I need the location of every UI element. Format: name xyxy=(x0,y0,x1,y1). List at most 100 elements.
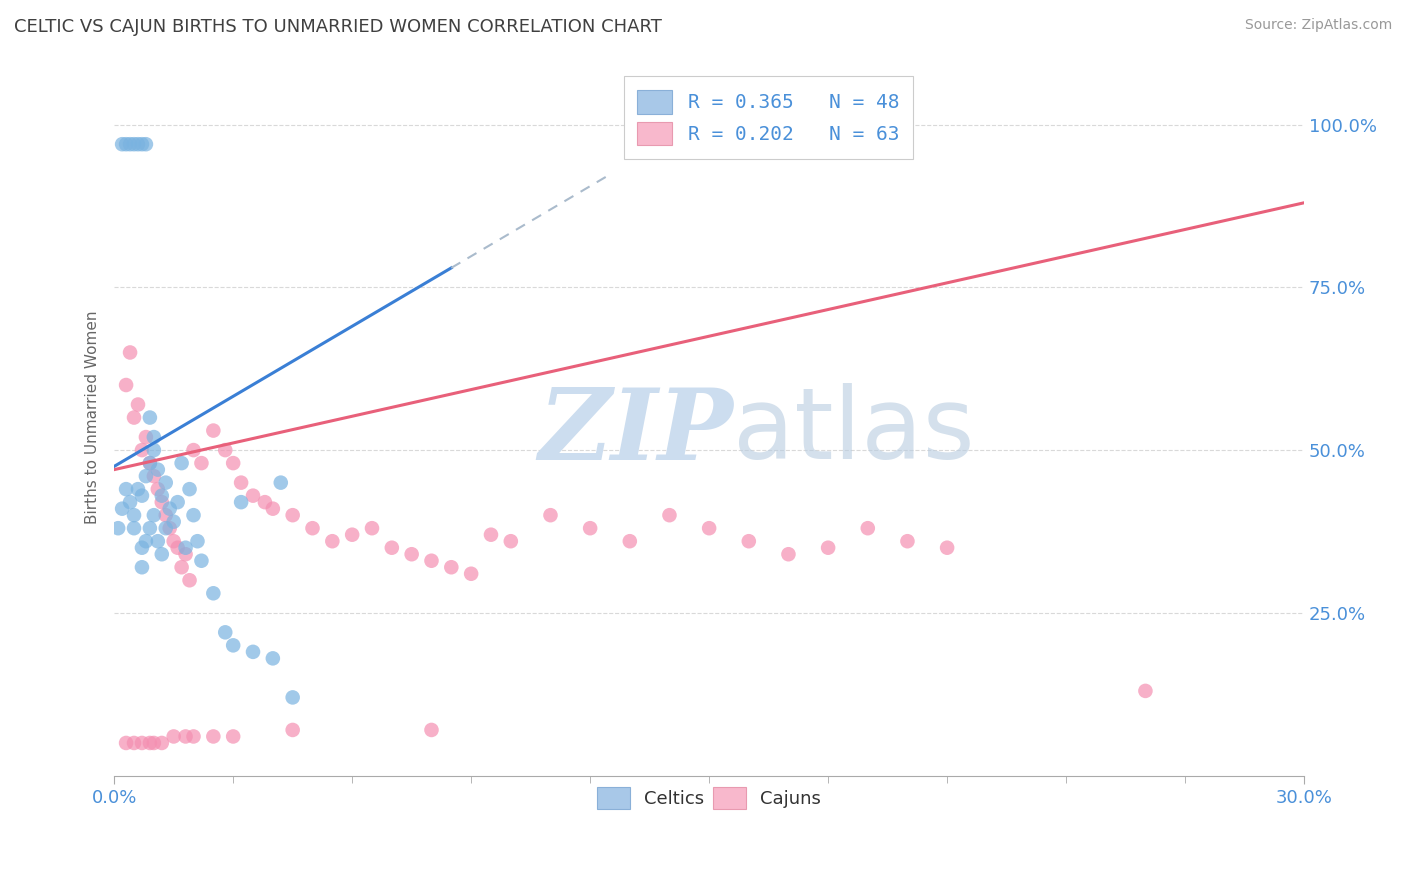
Point xyxy=(174,547,197,561)
Point xyxy=(222,638,245,652)
Point xyxy=(420,723,443,737)
Point xyxy=(139,456,162,470)
Point xyxy=(131,443,153,458)
Point xyxy=(242,489,264,503)
Point xyxy=(115,736,138,750)
Point xyxy=(253,495,276,509)
Point xyxy=(856,521,879,535)
Point xyxy=(127,482,149,496)
Point xyxy=(142,443,165,458)
Point xyxy=(131,489,153,503)
Point xyxy=(118,345,141,359)
Point xyxy=(540,508,562,523)
Point xyxy=(420,554,443,568)
Point xyxy=(142,508,165,523)
Point xyxy=(301,521,323,535)
Point xyxy=(135,137,157,152)
Point xyxy=(115,482,138,496)
Point xyxy=(139,410,162,425)
Point xyxy=(142,430,165,444)
Point xyxy=(111,501,134,516)
Point xyxy=(460,566,482,581)
Legend: Celtics, Cajuns: Celtics, Cajuns xyxy=(591,780,828,816)
Point xyxy=(166,541,188,555)
Point xyxy=(131,137,153,152)
Point xyxy=(170,560,193,574)
Point xyxy=(122,410,145,425)
Point xyxy=(150,547,173,561)
Point xyxy=(122,736,145,750)
Point xyxy=(155,475,177,490)
Point xyxy=(183,508,205,523)
Point xyxy=(135,430,157,444)
Point xyxy=(183,730,205,744)
Point xyxy=(131,541,153,555)
Point xyxy=(321,534,343,549)
Point xyxy=(579,521,602,535)
Point xyxy=(440,560,463,574)
Point xyxy=(229,495,252,509)
Point xyxy=(281,723,304,737)
Point xyxy=(202,424,225,438)
Point xyxy=(270,475,292,490)
Point xyxy=(135,469,157,483)
Point xyxy=(214,625,236,640)
Point xyxy=(111,137,134,152)
Point xyxy=(174,730,197,744)
Point xyxy=(127,137,149,152)
Point xyxy=(166,495,188,509)
Point xyxy=(174,541,197,555)
Point xyxy=(658,508,681,523)
Point xyxy=(118,495,141,509)
Point xyxy=(122,508,145,523)
Point xyxy=(262,501,284,516)
Point xyxy=(936,541,959,555)
Point xyxy=(150,736,173,750)
Point xyxy=(190,554,212,568)
Point xyxy=(202,586,225,600)
Point xyxy=(186,534,208,549)
Point xyxy=(131,560,153,574)
Text: atlas: atlas xyxy=(733,384,974,481)
Text: ZIP: ZIP xyxy=(538,384,733,480)
Point xyxy=(139,736,162,750)
Point xyxy=(146,534,169,549)
Point xyxy=(361,521,384,535)
Point xyxy=(479,527,502,541)
Point xyxy=(381,541,404,555)
Point xyxy=(122,137,145,152)
Point xyxy=(697,521,720,535)
Point xyxy=(155,521,177,535)
Point xyxy=(163,515,186,529)
Point xyxy=(262,651,284,665)
Point xyxy=(190,456,212,470)
Y-axis label: Births to Unmarried Women: Births to Unmarried Women xyxy=(86,310,100,524)
Point xyxy=(281,508,304,523)
Text: Source: ZipAtlas.com: Source: ZipAtlas.com xyxy=(1244,18,1392,32)
Point xyxy=(1135,684,1157,698)
Point xyxy=(142,736,165,750)
Point xyxy=(118,137,141,152)
Point xyxy=(738,534,761,549)
Point xyxy=(146,462,169,476)
Point xyxy=(139,521,162,535)
Point xyxy=(242,645,264,659)
Point xyxy=(159,521,181,535)
Point xyxy=(202,730,225,744)
Point xyxy=(499,534,522,549)
Point xyxy=(122,521,145,535)
Point xyxy=(127,398,149,412)
Text: CELTIC VS CAJUN BIRTHS TO UNMARRIED WOMEN CORRELATION CHART: CELTIC VS CAJUN BIRTHS TO UNMARRIED WOME… xyxy=(14,18,662,36)
Point xyxy=(159,501,181,516)
Point xyxy=(222,730,245,744)
Point xyxy=(142,469,165,483)
Point xyxy=(179,482,201,496)
Point xyxy=(619,534,641,549)
Point xyxy=(778,547,800,561)
Point xyxy=(115,378,138,392)
Point xyxy=(135,534,157,549)
Point xyxy=(281,690,304,705)
Point xyxy=(150,489,173,503)
Point xyxy=(817,541,839,555)
Point xyxy=(139,456,162,470)
